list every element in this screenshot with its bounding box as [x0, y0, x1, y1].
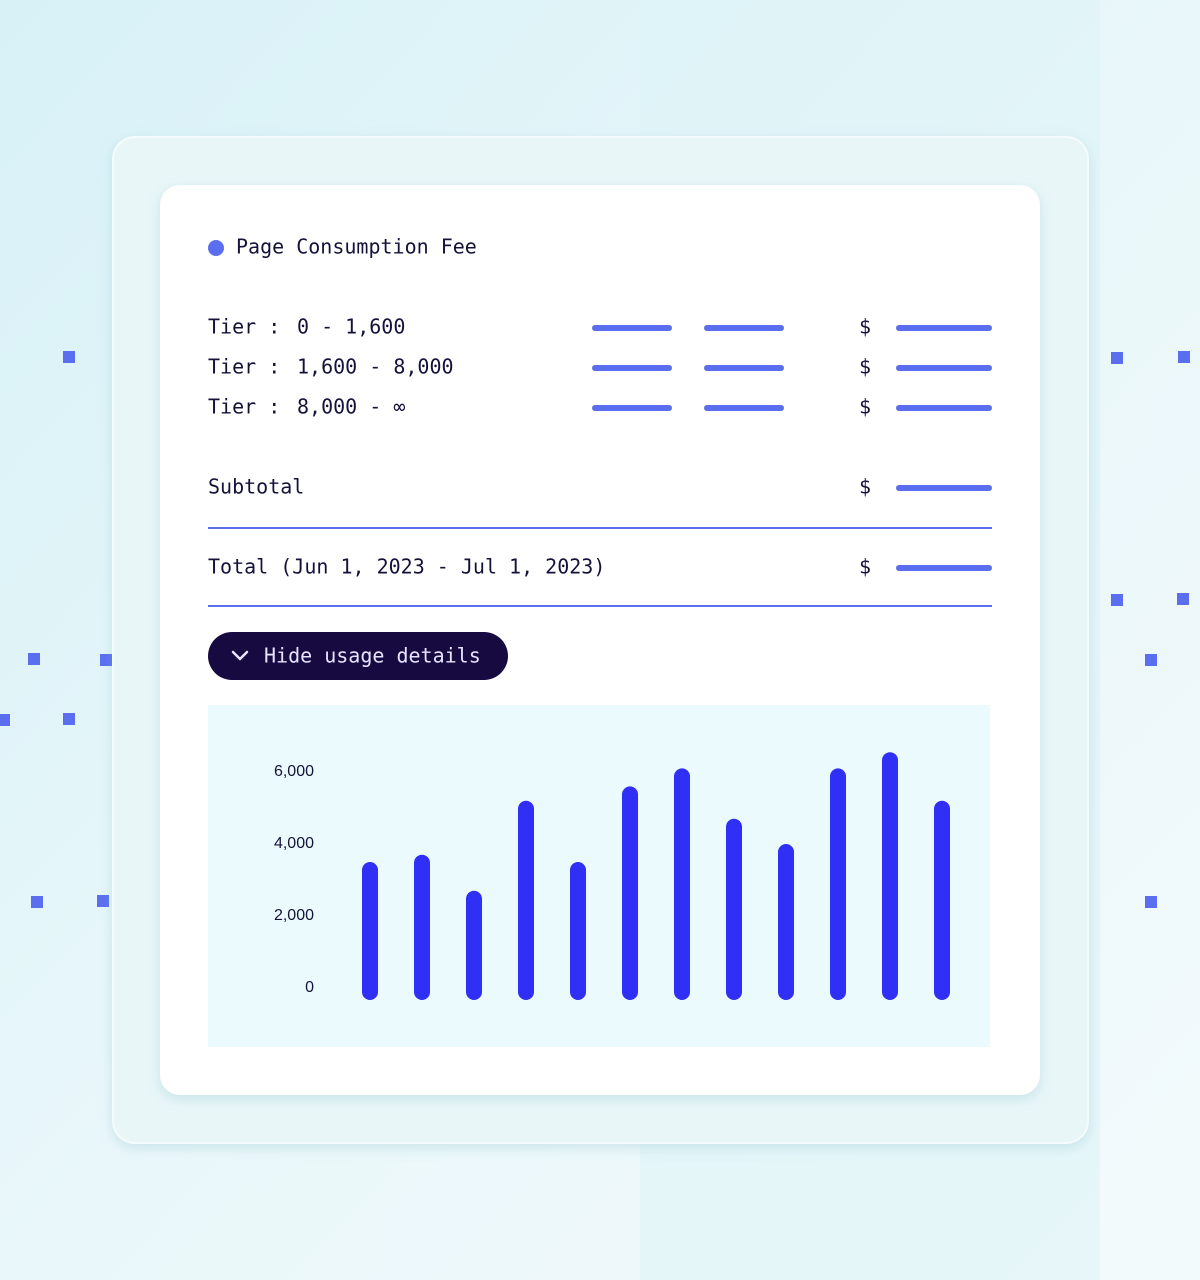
decor: [1145, 896, 1157, 908]
decor: [97, 895, 109, 907]
tier-range: 8,000 - ∞: [297, 395, 405, 419]
bar-chart: 0 2,000 4,000 6,000: [274, 752, 950, 1000]
currency: $: [859, 355, 871, 379]
decor: [100, 654, 112, 666]
bar: [362, 862, 378, 1000]
tier-label: Tier :: [208, 395, 280, 419]
y-tick-label: 2,000: [274, 907, 314, 924]
bar: [570, 862, 586, 1000]
decor: [63, 351, 75, 363]
subtotal-label: Subtotal: [208, 475, 304, 499]
bar: [674, 768, 690, 1000]
decor: [31, 896, 43, 908]
bar: [934, 800, 950, 1000]
bar: [726, 818, 742, 1000]
bar: [622, 786, 638, 1000]
button-bg[interactable]: [208, 632, 508, 680]
decor: [1111, 594, 1123, 606]
bar: [778, 844, 794, 1000]
tier-range: 1,600 - 8,000: [297, 355, 454, 379]
tier-label: Tier :: [208, 355, 280, 379]
toggle-button[interactable]: Hide usage details: [208, 632, 508, 680]
decor: [0, 714, 10, 726]
tier-range: 0 - 1,600: [297, 315, 405, 339]
bar: [882, 752, 898, 1000]
bar: [414, 854, 430, 1000]
decor: [1177, 593, 1189, 605]
total-label: Total (Jun 1, 2023 - Jul 1, 2023): [208, 555, 605, 579]
tier-label: Tier :: [208, 315, 280, 339]
button-label[interactable]: Hide usage details: [264, 644, 481, 668]
card-title: Page Consumption Fee: [236, 235, 477, 259]
decor: [63, 713, 75, 725]
decor: [28, 653, 40, 665]
bar: [518, 800, 534, 1000]
chart-panel: [208, 705, 990, 1047]
decor: [1145, 654, 1157, 666]
currency: $: [859, 555, 871, 579]
bar: [466, 890, 482, 1000]
decor-squares: [0, 351, 1190, 908]
currency: $: [859, 395, 871, 419]
y-tick-label: 0: [305, 979, 314, 996]
decor: [1178, 351, 1190, 363]
decor: [1111, 352, 1123, 364]
title-dot: [208, 240, 224, 256]
chevron-icon[interactable]: [231, 650, 249, 661]
currency: $: [859, 315, 871, 339]
bar: [830, 768, 846, 1000]
currency: $: [859, 475, 871, 499]
y-tick-label: 4,000: [274, 835, 314, 852]
tier-rows: Tier : 0 - 1,600 $ Tier : 1,600 - 8,000 $ Tier…: [208, 315, 992, 419]
y-tick-label: 6,000: [274, 763, 314, 780]
